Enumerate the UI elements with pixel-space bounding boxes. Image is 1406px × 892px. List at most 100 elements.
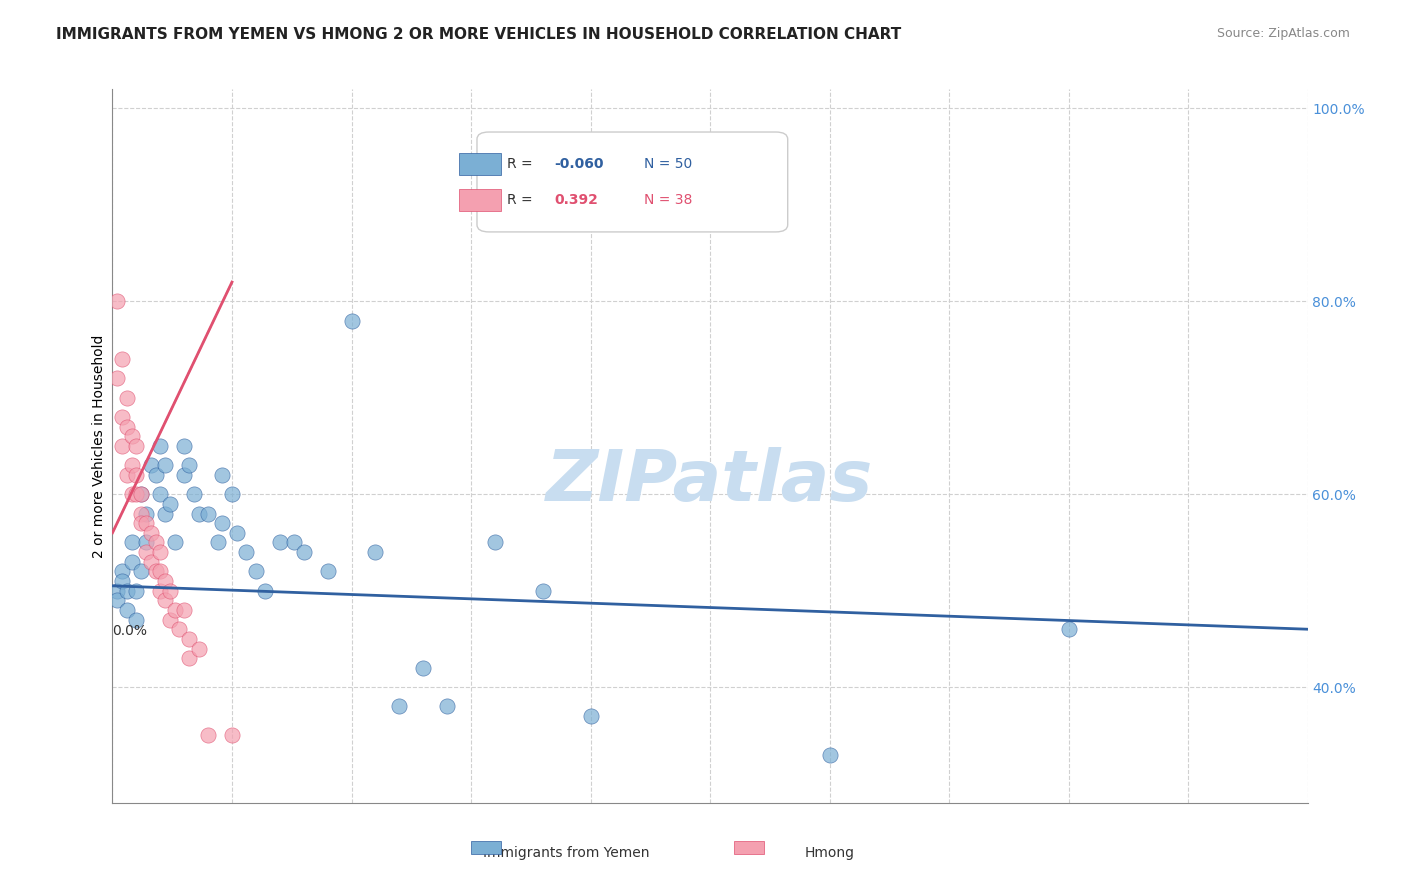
Point [292,545,315,559]
Point [129,516,152,530]
Point [125,439,148,453]
Point [173,467,195,482]
Point [149,545,172,559]
Point [173,439,195,453]
Point [139,458,162,473]
Point [135,507,157,521]
Point [129,507,152,521]
Point [197,728,219,742]
Bar [458,153,501,175]
Point [436,699,458,714]
Point [1057,622,1080,636]
Point [121,429,143,443]
Point [129,565,152,579]
Point [187,507,209,521]
Point [159,613,181,627]
Point [254,583,277,598]
Point [111,565,134,579]
Point [115,603,138,617]
Point [531,583,554,598]
Text: ZIPatlas: ZIPatlas [547,447,873,516]
Point [105,593,128,607]
Point [283,535,305,549]
Point [145,565,167,579]
Point [121,458,143,473]
Point [388,699,411,714]
Point [145,467,167,482]
Bar [471,841,501,855]
FancyBboxPatch shape [477,132,787,232]
Point [207,535,229,549]
Point [149,487,172,501]
Point [187,641,209,656]
Point [149,565,172,579]
Point [111,574,134,588]
Point [153,458,176,473]
Point [245,565,267,579]
Point [153,507,176,521]
Point [177,651,200,665]
Point [173,603,195,617]
Point [316,565,339,579]
Point [177,632,200,646]
Text: Immigrants from Yemen: Immigrants from Yemen [484,846,650,860]
Text: -0.060: -0.060 [554,157,605,171]
Point [169,622,191,636]
Point [111,410,134,425]
Point [125,467,148,482]
Text: N = 50: N = 50 [644,157,693,171]
Point [129,487,152,501]
Point [105,583,128,598]
Point [221,728,243,742]
Point [121,535,143,549]
Text: N = 38: N = 38 [644,193,693,207]
Text: IMMIGRANTS FROM YEMEN VS HMONG 2 OR MORE VEHICLES IN HOUSEHOLD CORRELATION CHART: IMMIGRANTS FROM YEMEN VS HMONG 2 OR MORE… [56,27,901,42]
Point [484,535,506,549]
Point [135,516,157,530]
Point [139,525,162,540]
Point [211,516,233,530]
Point [225,525,247,540]
Y-axis label: 2 or more Vehicles in Household: 2 or more Vehicles in Household [91,334,105,558]
Point [135,545,157,559]
Text: 0.392: 0.392 [554,193,599,207]
Point [121,487,143,501]
Point [153,574,176,588]
Bar [734,841,763,855]
Point [115,467,138,482]
Point [159,497,181,511]
Point [364,545,387,559]
Point [197,507,219,521]
Point [149,439,172,453]
Point [139,555,162,569]
Point [269,535,291,549]
Point [115,419,138,434]
Point [125,613,148,627]
Point [149,583,172,598]
Point [177,458,200,473]
Text: R =: R = [508,157,537,171]
Point [111,439,134,453]
Point [111,352,134,367]
Point [163,603,186,617]
Point [105,371,128,385]
Point [121,555,143,569]
Point [412,661,434,675]
Text: 0.0%: 0.0% [112,624,148,639]
Point [125,487,148,501]
Point [135,535,157,549]
Point [211,467,233,482]
Point [115,583,138,598]
Point [340,313,363,327]
Point [818,747,841,762]
Point [579,709,602,723]
Point [221,487,243,501]
Point [235,545,257,559]
Point [163,535,186,549]
Point [129,487,152,501]
Point [145,535,167,549]
Point [159,583,181,598]
Point [125,583,148,598]
Text: R =: R = [508,193,537,207]
Point [115,391,138,405]
